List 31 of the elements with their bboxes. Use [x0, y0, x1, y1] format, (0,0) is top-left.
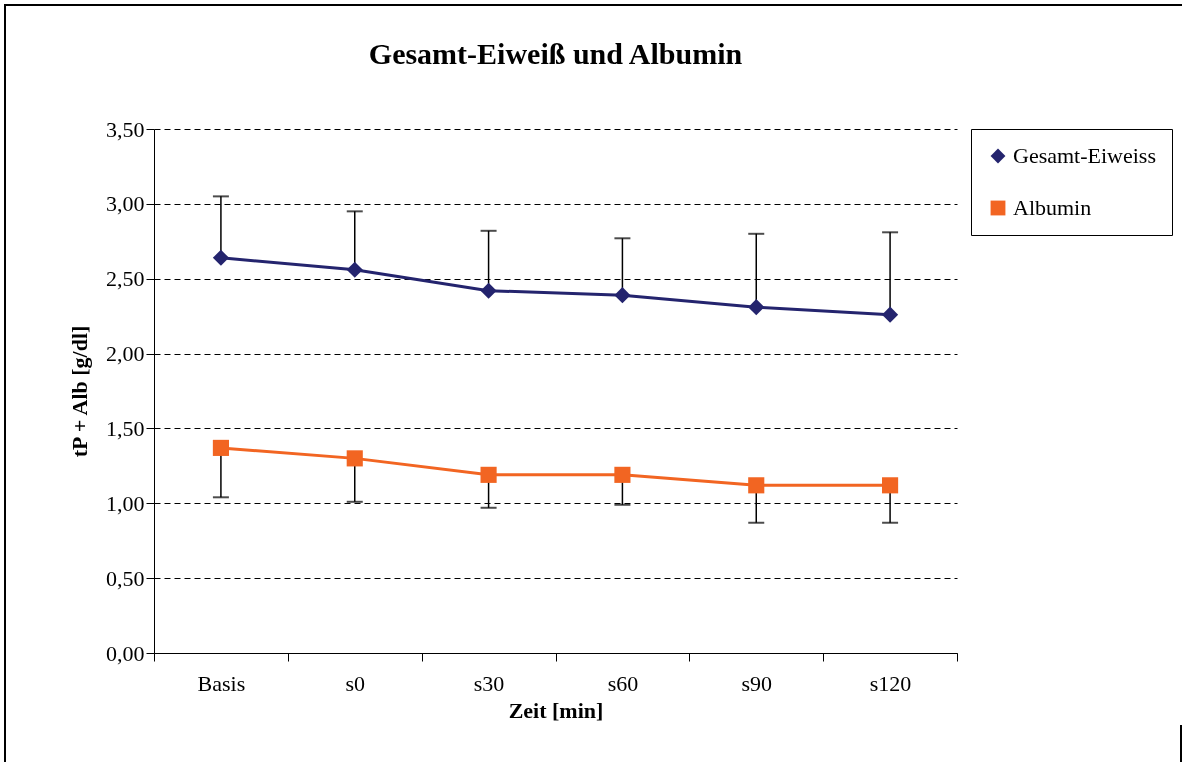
point: [614, 466, 631, 483]
point: [212, 439, 229, 456]
point: [346, 261, 363, 278]
point: [346, 450, 363, 467]
y-tick-label: 3,50: [106, 116, 145, 142]
point: [748, 477, 765, 494]
x-tick-label: s0: [345, 670, 366, 696]
y-axis-title: tP + Alb [g/dl]: [67, 325, 92, 458]
y-tick-label: 1,50: [106, 415, 145, 441]
x-axis-title: Zeit [min]: [508, 697, 604, 723]
legend-label: Gesamt-Eiweiss: [1013, 143, 1156, 168]
y-tick-label: 2,00: [106, 341, 145, 367]
x-tick-label: s120: [869, 670, 912, 696]
x-tick-label: s30: [473, 670, 505, 696]
point: [480, 466, 497, 483]
x-tick-label: s60: [607, 670, 639, 696]
point: [882, 306, 899, 323]
point: [882, 477, 899, 494]
x-tick-label: Basis: [197, 670, 246, 696]
chart-title: Gesamt-Eiweiß und Albumin: [368, 37, 743, 70]
y-tick-label: 1,00: [106, 490, 145, 516]
y-tick-label: 2,50: [106, 266, 145, 292]
x-tick-label: s90: [741, 670, 773, 696]
y-tick-label: 3,00: [106, 191, 145, 217]
point: [614, 287, 631, 304]
point: [480, 282, 497, 299]
legend-label: Albumin: [1013, 195, 1092, 220]
point: [212, 249, 229, 266]
y-tick-label: 0,00: [106, 640, 145, 666]
point: [748, 299, 765, 316]
y-tick-label: 0,50: [106, 565, 145, 591]
